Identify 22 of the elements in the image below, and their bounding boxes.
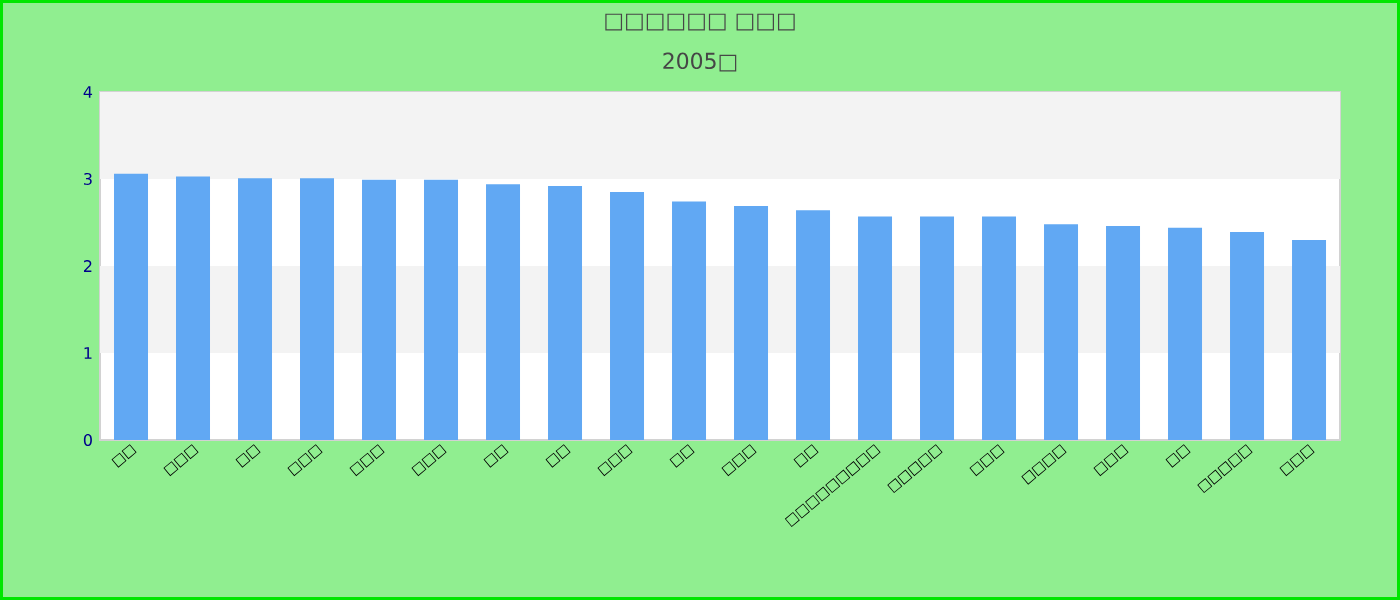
bar: [1044, 224, 1079, 440]
bar: [734, 205, 769, 440]
bar: [982, 216, 1017, 440]
chart-title: □□□□□□ □□□: [605, 13, 795, 31]
bar: [362, 179, 397, 440]
bar: [300, 178, 335, 440]
bar: [1168, 227, 1203, 440]
bar: [796, 210, 831, 440]
bar: [920, 216, 955, 440]
chart-subtitle: 2005□: [663, 52, 737, 72]
bar: [672, 201, 707, 440]
bar: [610, 192, 645, 440]
bar: [424, 179, 459, 440]
bar: [176, 176, 211, 440]
bar: [486, 184, 521, 440]
bar: [1230, 232, 1265, 440]
bar: [858, 216, 893, 440]
bar: [114, 173, 149, 440]
bar: [1292, 239, 1327, 440]
bar: [548, 185, 583, 440]
bar: [1106, 225, 1141, 440]
bar: [238, 178, 273, 440]
